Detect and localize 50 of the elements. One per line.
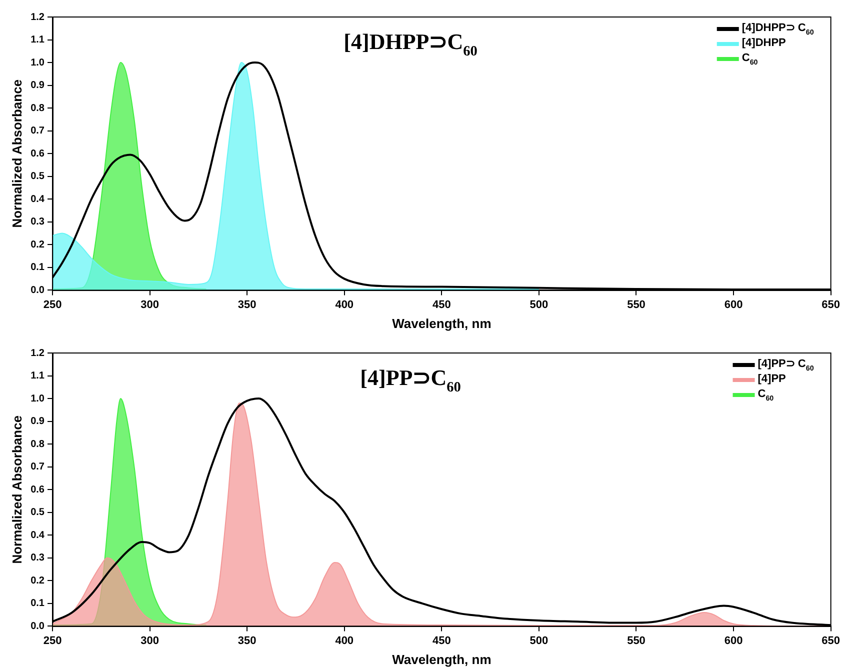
y-tick-label: 0.6 — [30, 484, 45, 496]
x-tick-label: 300 — [140, 634, 159, 647]
y-tick-label: 0.3 — [30, 552, 45, 564]
y-axis-title: Normalized Absorbance — [9, 79, 24, 228]
y-tick-label: 0.5 — [30, 171, 45, 182]
y-tick-label: 0.1 — [30, 262, 45, 274]
x-tick-label: 600 — [724, 298, 743, 311]
x-tick-label: 550 — [627, 298, 646, 311]
y-tick-label: 0.2 — [30, 575, 45, 586]
x-tick-label: 500 — [530, 298, 548, 311]
x-tick-label: 450 — [432, 298, 451, 311]
y-tick-label: 0.6 — [30, 148, 45, 160]
x-tick-label: 600 — [724, 634, 743, 647]
x-tick-label: 400 — [335, 634, 354, 647]
x-tick-label: 350 — [238, 634, 256, 647]
x-tick-label: 300 — [140, 298, 159, 311]
x-tick-label: 650 — [822, 298, 840, 311]
x-tick-label: 250 — [43, 634, 62, 647]
y-tick-label: 0.7 — [30, 462, 45, 473]
x-tick-label: 400 — [335, 298, 354, 311]
y-tick-label: 1.1 — [30, 370, 45, 382]
x-tick-label: 450 — [432, 634, 451, 647]
x-tick-label: 250 — [43, 298, 62, 311]
y-tick-label: 0.0 — [30, 620, 45, 632]
x-tick-label: 500 — [530, 634, 548, 647]
y-tick-label: 0.7 — [30, 126, 45, 137]
y-tick-label: 1.2 — [30, 348, 45, 359]
legend-label: [4]DHPP — [742, 37, 786, 49]
y-tick-label: 0.5 — [30, 507, 45, 518]
y-tick-label: 0.0 — [30, 284, 45, 296]
y-axis-title: Normalized Absorbance — [9, 415, 24, 564]
y-tick-label: 1.0 — [30, 57, 45, 68]
y-tick-label: 0.9 — [30, 416, 45, 428]
y-tick-label: 0.1 — [30, 598, 45, 610]
x-tick-label: 650 — [822, 634, 840, 647]
y-tick-label: 1.2 — [30, 12, 45, 23]
y-tick-label: 0.9 — [30, 80, 45, 92]
x-tick-label: 350 — [238, 298, 256, 311]
y-tick-label: 1.0 — [30, 393, 45, 404]
y-tick-label: 1.1 — [30, 34, 45, 46]
x-axis-title: Wavelength, nm — [392, 652, 492, 667]
x-axis-title: Wavelength, nm — [392, 316, 492, 331]
y-tick-label: 0.8 — [30, 438, 45, 450]
y-tick-label: 0.4 — [30, 194, 45, 205]
y-tick-label: 0.2 — [30, 239, 45, 250]
y-tick-label: 0.8 — [30, 102, 45, 114]
x-tick-label: 550 — [627, 634, 646, 647]
y-tick-label: 0.4 — [30, 530, 45, 541]
y-tick-label: 0.3 — [30, 216, 45, 228]
legend-label: [4]PP — [758, 373, 786, 385]
